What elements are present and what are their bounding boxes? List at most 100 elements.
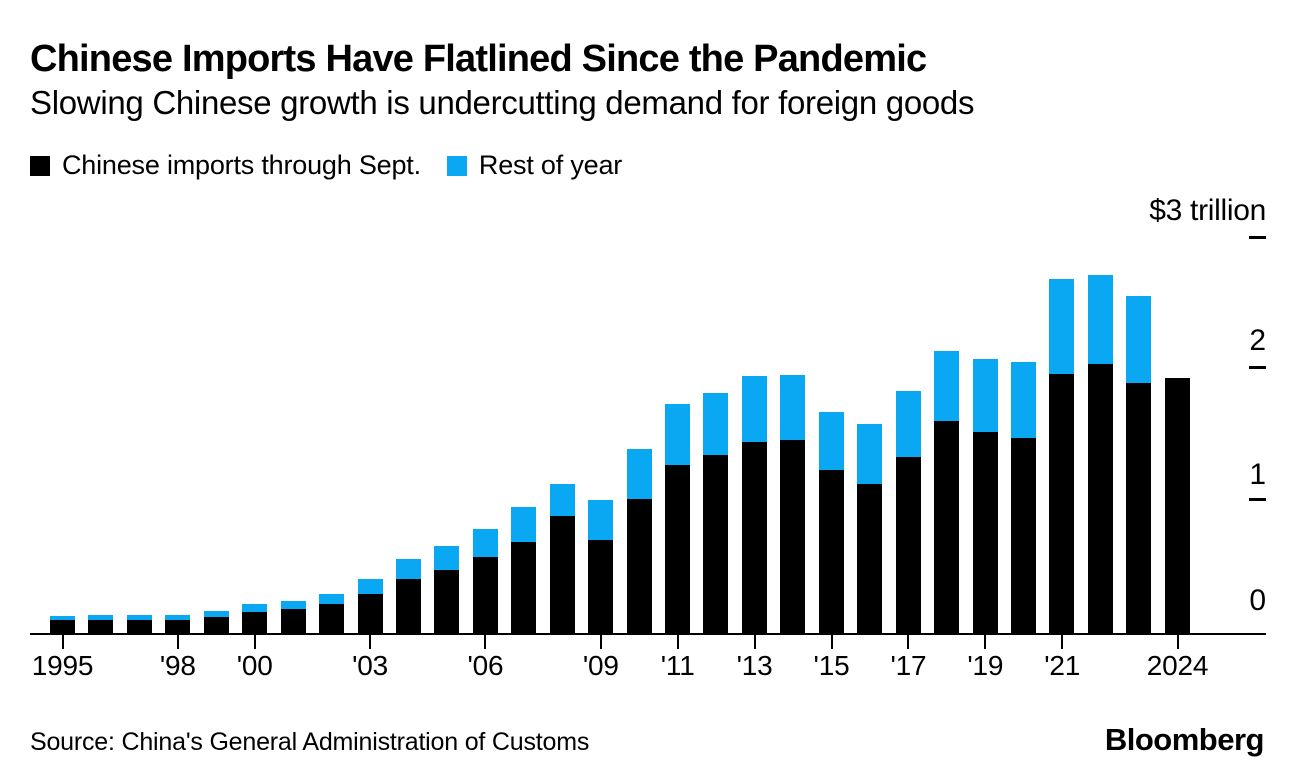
- bar-segment: [895, 390, 921, 457]
- bloomberg-logo: Bloomberg: [1104, 722, 1265, 757]
- bar-segment: [934, 421, 960, 633]
- bar-segment: [280, 601, 306, 610]
- x-axis-label-1995: 1995: [31, 650, 94, 681]
- y-axis-label-0: 0: [1249, 584, 1266, 617]
- bar-segment: [88, 614, 114, 620]
- bar-segment: [50, 615, 75, 620]
- bar-2005: [434, 546, 460, 633]
- bar-2018: [934, 351, 960, 633]
- bar-segment: [242, 611, 268, 633]
- x-axis-label-2013: '13: [736, 650, 773, 681]
- bar-segment: [549, 515, 575, 633]
- x-axis-label-2000: '00: [236, 650, 273, 681]
- legend-label: Chinese imports through Sept.: [62, 150, 421, 180]
- bar-1995: [50, 615, 75, 633]
- x-axis-label-2003: '03: [352, 650, 389, 681]
- bar-segment: [511, 542, 537, 633]
- bar-segment: [319, 604, 345, 633]
- x-axis-tick-1995: [61, 635, 64, 649]
- bar-segment: [165, 619, 191, 633]
- legend-label: Rest of year: [478, 150, 623, 180]
- y-axis-label-1: 1: [1249, 458, 1266, 491]
- y-axis-label-2: 2: [1249, 324, 1266, 357]
- bar-segment: [203, 610, 229, 618]
- bar-segment: [357, 593, 383, 633]
- bar-segment: [1010, 438, 1036, 633]
- bar-segment: [434, 569, 460, 633]
- bar-2024: [1164, 377, 1190, 633]
- bar-segment: [549, 484, 575, 516]
- bar-2001: [280, 601, 306, 633]
- x-axis-line: [30, 633, 1266, 635]
- chart-canvas: $3 trillion 2 1 0 1995 '98 '00 '03 '06 '09 '11…: [0, 190, 1296, 700]
- chart-title: Chinese Imports Have Flatlined Since the…: [30, 38, 927, 80]
- plot-area: [50, 238, 1190, 633]
- bar-segment: [1049, 373, 1075, 633]
- bar-segment: [857, 484, 883, 633]
- bar-segment: [626, 448, 652, 499]
- legend-item-rest-of-year: Rest of year: [446, 150, 623, 180]
- x-axis-label-2017: '17: [890, 650, 927, 681]
- bar-segment: [741, 442, 767, 633]
- x-axis-label-2021: '21: [1044, 650, 1081, 681]
- bar-segment: [1010, 361, 1036, 439]
- bar-2010: [626, 448, 652, 633]
- bar-segment: [472, 529, 498, 557]
- x-axis-label-2024: 2024: [1146, 650, 1209, 681]
- bar-segment: [165, 614, 191, 620]
- x-axis-label-2019: '19: [967, 650, 1004, 681]
- bar-segment: [1087, 364, 1113, 633]
- bar-segment: [434, 546, 460, 570]
- bar-segment: [934, 351, 960, 421]
- bar-2006: [472, 529, 498, 633]
- bar-2011: [665, 403, 690, 633]
- x-axis-label-2006: '06: [467, 650, 504, 681]
- bar-segment: [588, 539, 614, 633]
- bar-1998: [165, 614, 191, 633]
- bar-segment: [741, 376, 767, 443]
- bar-segment: [857, 423, 883, 485]
- bar-segment: [511, 506, 537, 543]
- x-axis-tick-2009: [599, 635, 602, 649]
- x-axis-tick-2000: [253, 635, 256, 649]
- bar-segment: [126, 614, 152, 620]
- bar-segment: [780, 439, 806, 633]
- bar-segment: [703, 455, 729, 633]
- x-axis-label-1998: '98: [159, 650, 196, 681]
- x-axis-tick-2021: [1061, 635, 1064, 649]
- bar-2012: [703, 393, 729, 633]
- bar-segment: [395, 579, 421, 633]
- bar-2007: [511, 506, 537, 633]
- bar-segment: [242, 604, 268, 612]
- bar-2019: [972, 359, 998, 633]
- bar-segment: [1087, 274, 1113, 365]
- y-axis-tick-mark-2: [1249, 366, 1266, 369]
- bar-segment: [88, 619, 114, 633]
- bar-segment: [1164, 377, 1190, 633]
- bar-segment: [895, 456, 921, 633]
- y-axis-top-label: $3 trillion: [1149, 194, 1266, 227]
- y-axis-tick-mark-3: [1249, 236, 1266, 239]
- bar-segment: [1049, 278, 1075, 374]
- bar-2003: [357, 579, 383, 633]
- legend-item-through-sept: Chinese imports through Sept.: [30, 152, 421, 179]
- bar-segment: [472, 556, 498, 633]
- bar-2013: [741, 376, 767, 633]
- bar-1999: [203, 610, 229, 633]
- bar-segment: [280, 609, 306, 633]
- x-axis-label-2009: '09: [582, 650, 619, 681]
- x-axis-tick-2017: [907, 635, 910, 649]
- bar-segment: [703, 393, 729, 456]
- bar-2016: [857, 423, 883, 633]
- bar-segment: [818, 469, 844, 633]
- bar-1997: [126, 614, 152, 633]
- bar-2021: [1049, 278, 1075, 633]
- x-axis-tick-2015: [830, 635, 833, 649]
- bar-segment: [665, 403, 690, 465]
- bar-segment: [780, 375, 806, 440]
- bar-segment: [357, 579, 383, 594]
- legend: Chinese imports through Sept. Rest of ye…: [30, 152, 622, 179]
- source-note: Source: China's General Administration o…: [30, 728, 590, 756]
- bar-1996: [88, 614, 114, 633]
- x-axis-tick-2024: [1176, 635, 1179, 649]
